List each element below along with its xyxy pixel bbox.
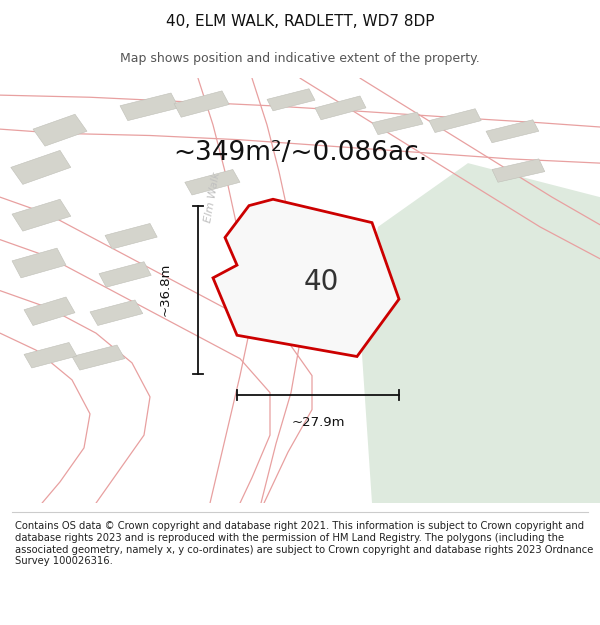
Polygon shape: [315, 96, 366, 120]
Polygon shape: [11, 151, 71, 184]
Polygon shape: [24, 297, 75, 326]
Polygon shape: [360, 163, 600, 503]
Polygon shape: [72, 345, 125, 370]
Polygon shape: [486, 120, 539, 142]
Polygon shape: [12, 248, 66, 278]
Polygon shape: [24, 342, 77, 368]
Text: Elm Walk: Elm Walk: [203, 171, 223, 223]
Polygon shape: [267, 89, 315, 111]
Text: Map shows position and indicative extent of the property.: Map shows position and indicative extent…: [120, 52, 480, 65]
Polygon shape: [185, 169, 240, 195]
Polygon shape: [213, 199, 399, 356]
Polygon shape: [120, 93, 179, 121]
Polygon shape: [372, 112, 423, 134]
Text: Contains OS data © Crown copyright and database right 2021. This information is : Contains OS data © Crown copyright and d…: [15, 521, 593, 566]
Polygon shape: [429, 109, 481, 132]
Polygon shape: [90, 300, 143, 326]
Polygon shape: [174, 91, 229, 118]
Polygon shape: [99, 262, 151, 288]
Text: ~349m²/~0.086ac.: ~349m²/~0.086ac.: [173, 139, 427, 166]
Polygon shape: [12, 199, 71, 231]
Polygon shape: [492, 159, 545, 182]
Text: 40: 40: [304, 268, 338, 296]
Polygon shape: [33, 114, 87, 146]
Polygon shape: [105, 224, 157, 249]
Text: ~36.8m: ~36.8m: [158, 263, 172, 316]
Text: ~27.9m: ~27.9m: [291, 416, 345, 429]
Text: 40, ELM WALK, RADLETT, WD7 8DP: 40, ELM WALK, RADLETT, WD7 8DP: [166, 14, 434, 29]
